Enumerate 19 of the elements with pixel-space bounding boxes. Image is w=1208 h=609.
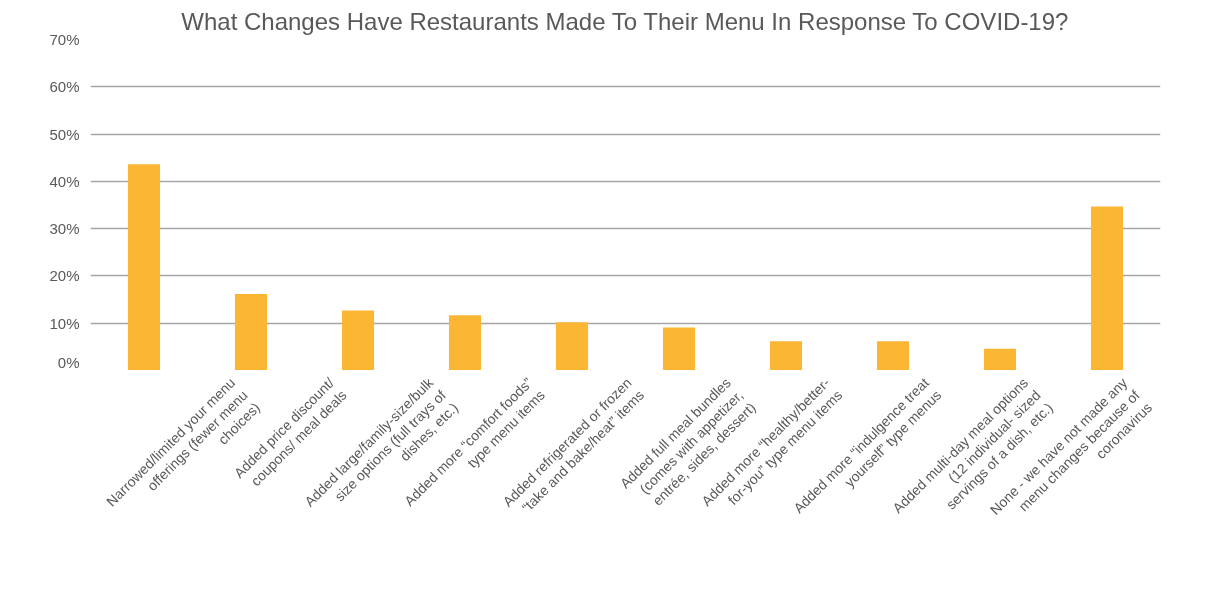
chart-title: What Changes Have Restaurants Made To Their Menu In Response To COVID-19? [181,7,1069,35]
y-tick-label: 10% [49,314,80,332]
bar [1090,206,1124,370]
y-tick-label: 0% [57,353,80,371]
bar [448,315,482,370]
bar [769,341,803,370]
y-tick-label: 30% [49,220,80,238]
bar [876,341,910,370]
bar [234,293,268,370]
bar [555,322,589,370]
bar [983,348,1017,370]
y-tick-label: 20% [49,267,80,285]
y-tick-label: 60% [49,78,80,96]
y-tick-label: 50% [49,125,80,143]
bar [127,164,161,370]
bar [662,327,696,370]
bar [341,310,375,370]
y-tick-label: 40% [49,172,80,190]
y-tick-label: 70% [49,31,80,48]
